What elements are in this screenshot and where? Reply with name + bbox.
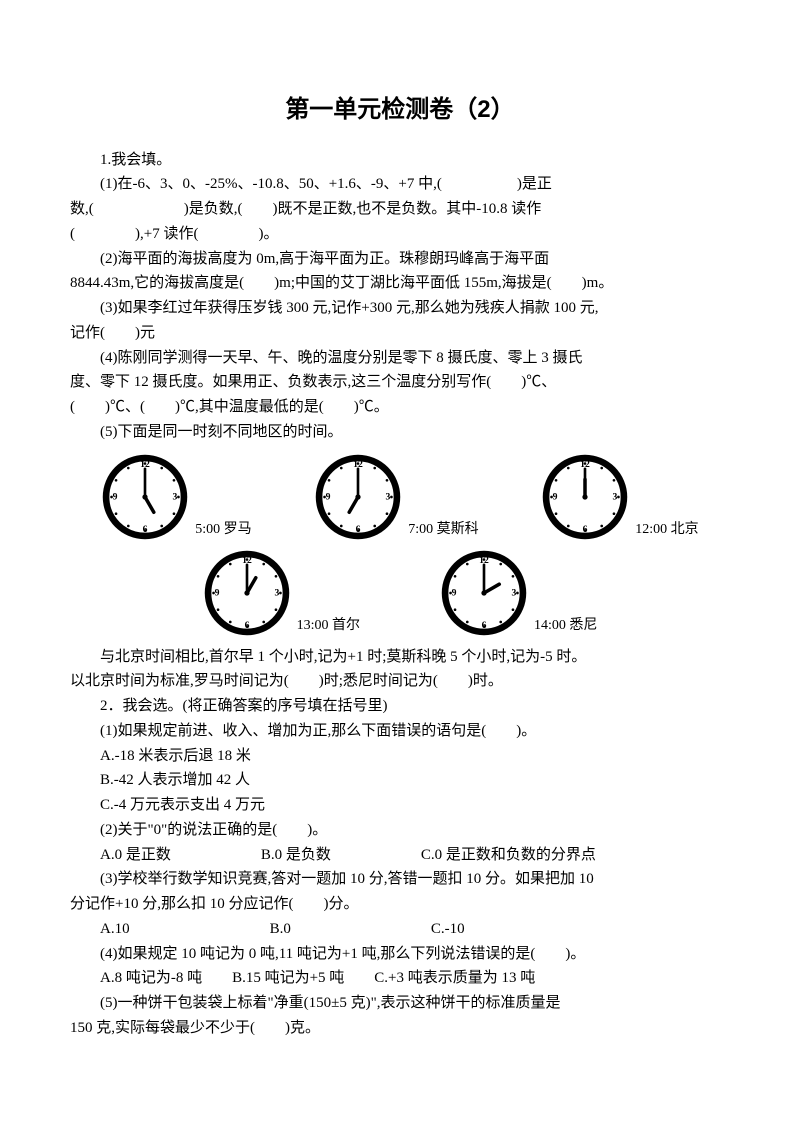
q2-1-optB: B.-42 人表示增加 42 人 <box>70 768 730 793</box>
q2-2-optC: C.0 是正数和负数的分界点 <box>391 843 596 868</box>
q2-2-options: A.0 是正数 B.0 是负数 C.0 是正数和负数的分界点 <box>70 843 730 868</box>
q1-2-line2: 8844.43m,它的海拔高度是( )m;中国的艾丁湖比海平面低 155m,海拔… <box>70 271 730 296</box>
svg-text:3: 3 <box>274 587 279 598</box>
svg-text:9: 9 <box>113 491 118 502</box>
clock-icon: 36912 <box>101 453 189 541</box>
clock-label: 7:00 莫斯科 <box>408 518 478 541</box>
q2-3-optB: B.0 <box>240 917 291 942</box>
q2-1-optC: C.-4 万元表示支出 4 万元 <box>70 793 730 818</box>
q1-1-line3: ( ),+7 读作( )。 <box>70 222 730 247</box>
q1-3-line1: (3)如果李红过年获得压岁钱 300 元,记作+300 元,那么她为残疾人捐款 … <box>70 296 730 321</box>
q2-1-optA: A.-18 米表示后退 18 米 <box>70 744 730 769</box>
clock-label: 13:00 首尔 <box>297 614 360 637</box>
q2-4-line1: (4)如果规定 10 吨记为 0 吨,11 吨记为+1 吨,那么下列说法错误的是… <box>70 942 730 967</box>
clock-icon: 36912 <box>203 549 291 637</box>
clock-icon: 36912 <box>440 549 528 637</box>
q2-3-line1: (3)学校举行数学知识竞赛,答对一题加 10 分,答错一题扣 10 分。如果把加… <box>70 867 730 892</box>
svg-text:3: 3 <box>613 491 618 502</box>
svg-text:9: 9 <box>326 491 331 502</box>
q2-2-optB: B.0 是负数 <box>231 843 331 868</box>
q2-3-optC: C.-10 <box>401 917 465 942</box>
q1-4-line3: ( )℃、( )℃,其中温度最低的是( )℃。 <box>70 395 730 420</box>
q2-5-line2: 150 克,实际每袋最少不少于( )克。 <box>70 1016 730 1041</box>
q2-4-options: A.8 吨记为-8 吨 B.15 吨记为+5 吨 C.+3 吨表示质量为 13 … <box>70 966 730 991</box>
q2-2: (2)关于"0"的说法正确的是( )。 <box>70 818 730 843</box>
svg-text:3: 3 <box>386 491 391 502</box>
q1-1-line1: (1)在-6、3、0、-25%、-10.8、50、+1.6、-9、+7 中,( … <box>70 172 730 197</box>
svg-text:9: 9 <box>214 587 219 598</box>
svg-text:3: 3 <box>173 491 178 502</box>
svg-text:9: 9 <box>553 491 558 502</box>
q1-6-line1: 与北京时间相比,首尔早 1 个小时,记为+1 时;莫斯科晚 5 个小时,记为-5… <box>70 645 730 670</box>
q1-header: 1.我会填。 <box>70 148 730 173</box>
clocks-row-2: 36912 13:00 首尔 36912 14:00 悉尼 <box>70 549 730 637</box>
clock-label: 5:00 罗马 <box>195 518 251 541</box>
q2-3-line2: 分记作+10 分,那么扣 10 分应记作( )分。 <box>70 892 730 917</box>
q1-2-line1: (2)海平面的海拔高度为 0m,高于海平面为正。珠穆朗玛峰高于海平面 <box>70 247 730 272</box>
q2-1: (1)如果规定前进、收入、增加为正,那么下面错误的语句是( )。 <box>70 719 730 744</box>
clock-label: 14:00 悉尼 <box>534 614 597 637</box>
clock-icon: 36912 <box>314 453 402 541</box>
q1-6-line2: 以北京时间为标准,罗马时间记为( )时;悉尼时间记为( )时。 <box>70 669 730 694</box>
clock-item: 36912 14:00 悉尼 <box>440 549 597 637</box>
q2-3-options: A.10 B.0 C.-10 <box>70 917 730 942</box>
q2-3-optA: A.10 <box>70 917 130 942</box>
svg-text:3: 3 <box>511 587 516 598</box>
q1-5-line1: (5)下面是同一时刻不同地区的时间。 <box>70 420 730 445</box>
clock-item: 36912 12:00 北京 <box>541 453 698 541</box>
q1-4-line1: (4)陈刚同学测得一天早、午、晚的温度分别是零下 8 摄氏度、零上 3 摄氏 <box>70 346 730 371</box>
clock-item: 36912 7:00 莫斯科 <box>314 453 478 541</box>
q1-4-line2: 度、零下 12 摄氏度。如果用正、负数表示,这三个温度分别写作( )℃、 <box>70 370 730 395</box>
clock-icon: 36912 <box>541 453 629 541</box>
q1-1-line2: 数,( )是负数,( )既不是正数,也不是负数。其中-10.8 读作 <box>70 197 730 222</box>
clocks-row-1: 36912 5:00 罗马 36912 7:00 莫斯科 36912 12:00 北京 <box>70 453 730 541</box>
svg-text:9: 9 <box>452 587 457 598</box>
clock-label: 12:00 北京 <box>635 518 698 541</box>
clock-item: 36912 5:00 罗马 <box>101 453 251 541</box>
q2-2-optA: A.0 是正数 <box>70 843 171 868</box>
q2-5-line1: (5)一种饼干包装袋上标着"净重(150±5 克)",表示这种饼干的标准质量是 <box>70 991 730 1016</box>
q2-header: 2．我会选。(将正确答案的序号填在括号里) <box>70 694 730 719</box>
clock-item: 36912 13:00 首尔 <box>203 549 360 637</box>
q1-3-line2: 记作( )元 <box>70 321 730 346</box>
page-title: 第一单元检测卷（2） <box>70 90 730 130</box>
